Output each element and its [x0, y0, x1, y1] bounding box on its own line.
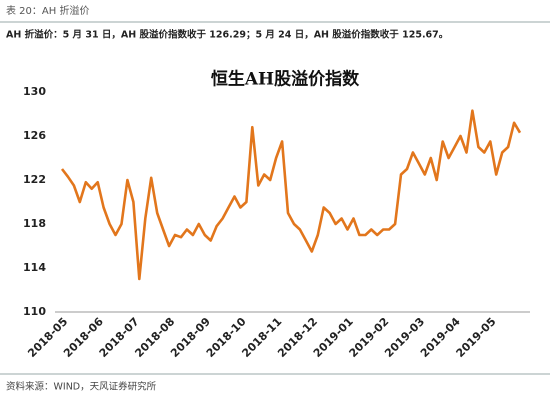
source: 资料来源：WIND，天风证券研究所: [6, 381, 157, 393]
y-tick-label: 114: [23, 261, 46, 274]
y-tick-label: 126: [23, 129, 46, 142]
data-line: [60, 109, 522, 281]
y-tick-label: 130: [23, 85, 46, 98]
header: 表 20：AH 折溢价: [6, 4, 89, 17]
summary: AH 折溢价：5 月 31 日，AH 股溢价指数收于 126.29；5 月 24…: [6, 29, 448, 41]
chart-title: 恒生AH股溢价指数: [211, 69, 360, 90]
y-tick-label: 110: [23, 305, 46, 318]
y-tick-label: 122: [23, 173, 46, 186]
y-tick-label: 118: [23, 217, 46, 230]
